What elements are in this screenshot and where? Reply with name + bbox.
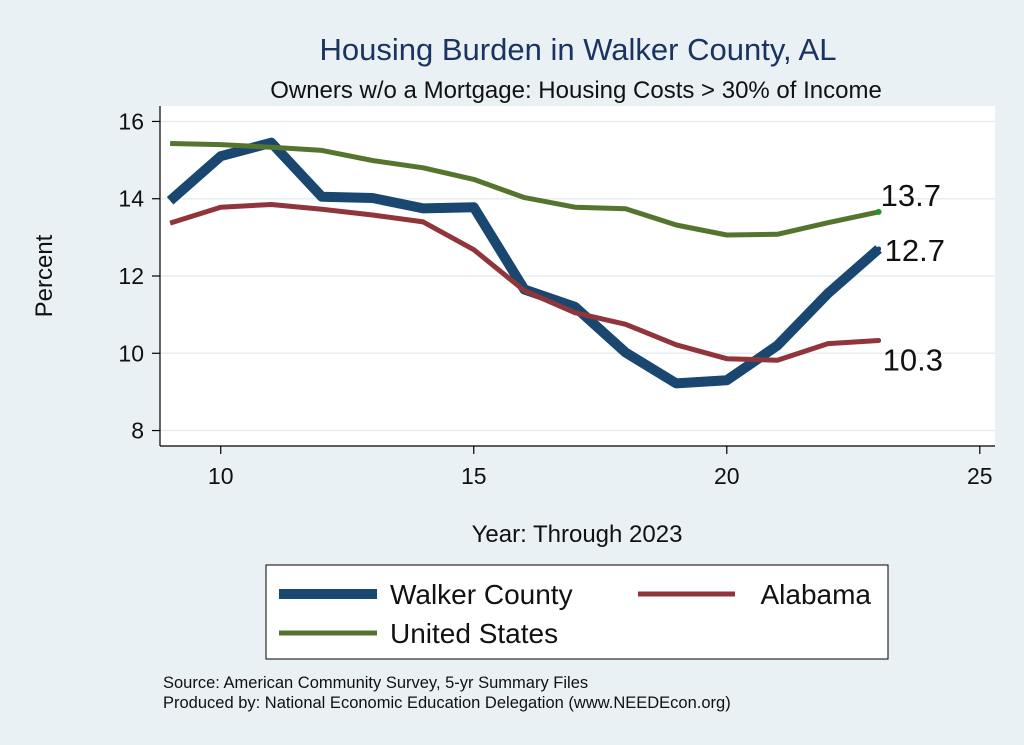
alabama-legend-label: Alabama: [760, 579, 871, 610]
x-axis-title: Year: Through 2023: [472, 521, 683, 548]
legend: Walker County Alabama United States: [265, 564, 889, 660]
x-tick-label: 10: [208, 463, 234, 489]
axis-ticks: 8 10 12 14 16 10 15 20 25: [118, 108, 992, 489]
united-states-line: [170, 141, 880, 238]
walker-county-end-label: 12.7: [885, 233, 945, 268]
y-tick-label: 14: [118, 186, 144, 212]
alabama-end-label: 10.3: [883, 343, 943, 378]
walker-county-end-point: [876, 246, 882, 252]
united-states-end-label: 13.7: [881, 178, 941, 213]
y-tick-label: 16: [118, 108, 144, 134]
y-tick-label: 8: [131, 418, 144, 444]
y-tick-label: 10: [118, 340, 144, 366]
alabama-line: [169, 202, 879, 363]
grid-lines: [160, 120, 995, 432]
y-axis-title: Percent: [31, 234, 58, 317]
chart-title: Housing Burden in Walker County, AL: [320, 32, 837, 67]
united-states-legend-label: United States: [390, 618, 558, 649]
series-lines: [166, 137, 882, 389]
x-tick-label: 15: [461, 463, 487, 489]
chart-subtitle: Owners w/o a Mortgage: Housing Costs > 3…: [270, 77, 882, 104]
source-note: Source: American Community Survey, 5-yr …: [163, 674, 588, 692]
walker-county-legend-label: Walker County: [390, 579, 573, 610]
producer-note: Produced by: National Economic Education…: [163, 694, 731, 712]
x-tick-label: 20: [714, 463, 740, 489]
united-states-end-point: [875, 208, 882, 215]
y-tick-label: 12: [118, 263, 144, 289]
legend-box: [265, 564, 889, 660]
end-labels: 12.7 10.3 13.7: [881, 178, 945, 378]
x-tick-label: 25: [967, 463, 993, 489]
alabama-end-point: [876, 338, 882, 344]
